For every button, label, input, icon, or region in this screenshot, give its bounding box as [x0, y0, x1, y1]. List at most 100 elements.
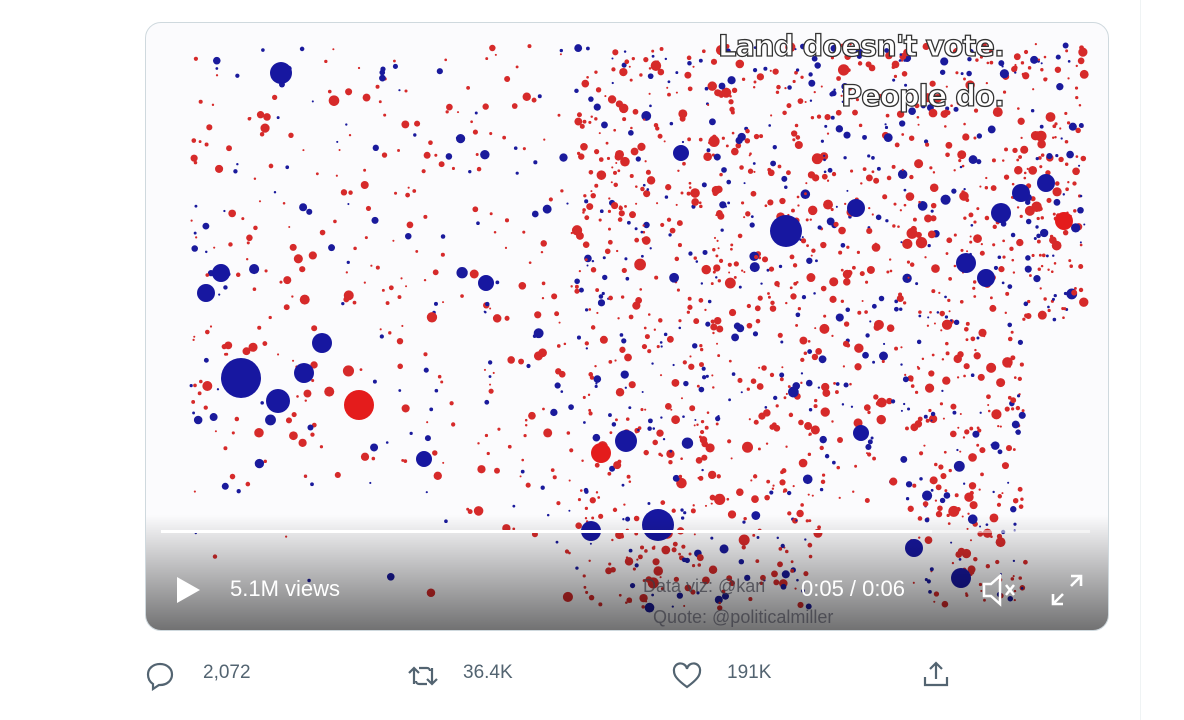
share-icon[interactable] [922, 660, 950, 690]
reply-icon[interactable] [146, 661, 176, 691]
county-bubble [595, 382, 598, 385]
county-bubble [597, 496, 601, 499]
county-bubble [749, 262, 760, 273]
county-bubble [609, 431, 613, 435]
play-button[interactable] [174, 575, 202, 605]
county-bubble [1045, 254, 1049, 258]
county-bubble [953, 319, 960, 326]
county-bubble [924, 214, 933, 223]
county-bubble [577, 498, 582, 502]
county-bubble [583, 421, 586, 424]
county-bubble [338, 149, 341, 152]
county-bubble [683, 380, 689, 387]
county-bubble [423, 151, 431, 159]
county-bubble [675, 71, 679, 75]
county-bubble [198, 99, 203, 104]
county-bubble [686, 191, 691, 196]
county-bubble [202, 381, 213, 391]
county-bubble [854, 363, 862, 371]
county-bubble [821, 173, 828, 180]
county-bubble [836, 76, 842, 81]
county-bubble [245, 258, 249, 261]
county-bubble [751, 495, 759, 503]
county-bubble [792, 485, 795, 488]
county-bubble [860, 182, 863, 185]
county-bubble [671, 379, 680, 387]
county-bubble [611, 81, 614, 85]
county-bubble [900, 59, 904, 62]
county-bubble [1001, 281, 1005, 285]
county-bubble [659, 341, 663, 344]
reply-count: 2,072 [203, 662, 251, 683]
county-bubble [191, 400, 196, 404]
county-bubble [566, 431, 571, 435]
county-bubble [941, 358, 945, 361]
county-bubble [639, 288, 643, 291]
mute-button[interactable] [981, 573, 1021, 607]
county-bubble [654, 275, 659, 280]
county-bubble [476, 221, 480, 225]
county-bubble [910, 423, 919, 432]
county-bubble [893, 74, 898, 79]
county-bubble [959, 191, 969, 201]
progress-fill [161, 530, 933, 533]
county-bubble [1054, 136, 1057, 139]
county-bubble [672, 474, 680, 482]
control-shade [146, 515, 1108, 630]
county-bubble [360, 452, 370, 461]
county-bubble [598, 132, 601, 135]
county-bubble [466, 507, 470, 511]
county-bubble [583, 194, 587, 198]
repost-icon[interactable] [406, 662, 440, 690]
county-bubble [868, 207, 871, 210]
county-bubble [414, 120, 421, 127]
county-bubble [1023, 301, 1029, 307]
county-bubble [916, 339, 922, 345]
county-bubble [923, 444, 926, 447]
county-bubble [717, 247, 720, 250]
county-bubble [652, 427, 656, 430]
county-bubble [902, 273, 912, 283]
county-bubble [746, 322, 753, 329]
county-bubble [701, 454, 708, 461]
county-bubble [1019, 214, 1023, 219]
county-bubble [991, 409, 1002, 420]
county-bubble [929, 80, 936, 87]
video-player[interactable]: Land doesn't vote. People do. 5.1M views… [145, 22, 1109, 631]
county-bubble [946, 237, 953, 244]
county-bubble [1068, 259, 1072, 263]
county-bubble [334, 471, 341, 479]
county-bubble [285, 165, 290, 170]
county-bubble [588, 408, 592, 412]
fullscreen-button[interactable] [1049, 572, 1085, 608]
county-bubble [786, 490, 792, 496]
county-bubble [283, 276, 292, 285]
county-bubble [1045, 112, 1056, 122]
county-bubble [701, 468, 704, 472]
county-bubble [428, 140, 433, 146]
county-bubble [843, 321, 850, 327]
county-bubble [651, 54, 655, 58]
county-bubble [433, 471, 442, 480]
county-bubble [1038, 253, 1042, 257]
county-bubble [215, 164, 224, 173]
county-bubble [852, 490, 855, 493]
county-bubble [554, 311, 560, 317]
county-bubble [560, 189, 564, 193]
county-bubble [903, 48, 911, 57]
county-bubble [964, 429, 970, 435]
county-bubble [1072, 181, 1077, 186]
county-bubble [1074, 86, 1079, 90]
county-bubble [811, 153, 823, 165]
like-icon[interactable] [671, 662, 703, 690]
county-bubble [1037, 310, 1047, 320]
county-bubble [820, 241, 827, 249]
county-bubble [942, 376, 951, 385]
progress-bar[interactable] [161, 530, 1090, 533]
county-bubble [970, 223, 974, 227]
county-bubble [775, 404, 779, 408]
county-bubble [701, 366, 706, 371]
county-bubble [288, 225, 291, 228]
county-bubble [765, 442, 769, 445]
county-bubble [379, 328, 382, 331]
